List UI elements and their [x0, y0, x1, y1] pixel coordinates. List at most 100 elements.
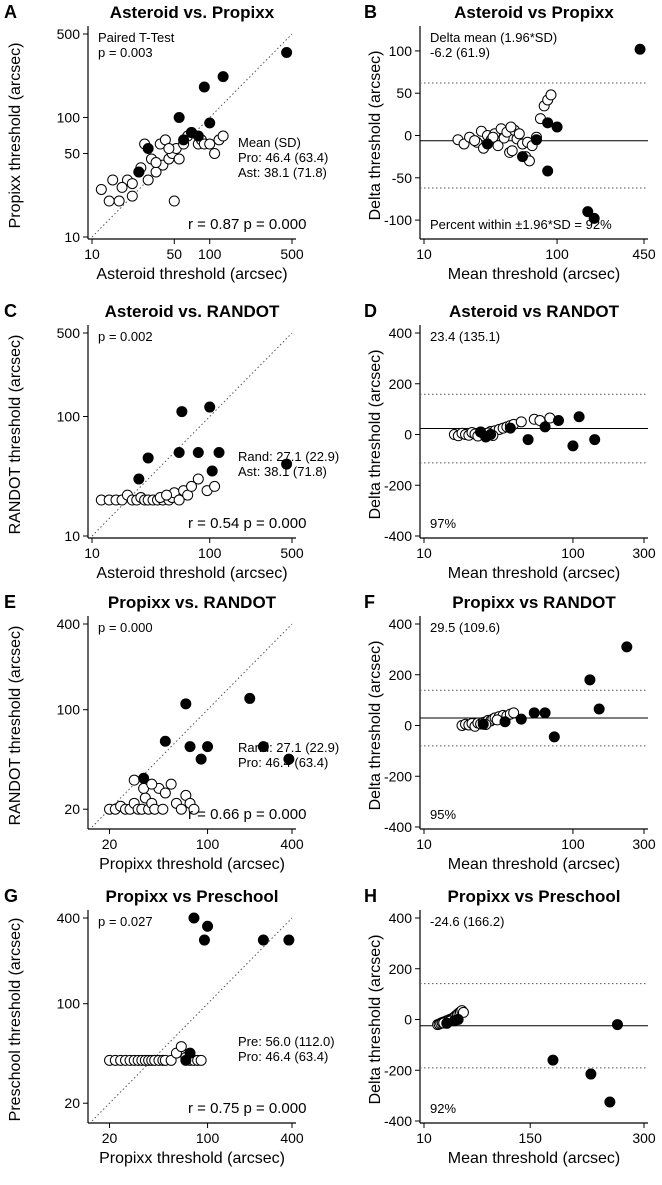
panel-title: Propixx vs Preschool — [106, 887, 279, 906]
x-tick-label: 300 — [632, 545, 656, 561]
data-point-filled — [142, 143, 154, 155]
y-tick-label: 10 — [64, 528, 80, 544]
data-point-filled — [281, 47, 293, 59]
y-tick-label: 100 — [57, 409, 81, 425]
data-point-filled — [138, 772, 150, 784]
data-point-filled — [217, 71, 229, 83]
data-point-open — [126, 178, 138, 190]
x-tick-label: 50 — [166, 246, 182, 262]
data-point-filled — [522, 434, 534, 446]
data-point-filled — [195, 753, 207, 765]
data-point-open — [492, 140, 504, 152]
data-point-open — [506, 145, 518, 157]
x-axis-label: Asteroid threshold (arcsec) — [96, 266, 287, 283]
data-point-filled — [133, 166, 145, 178]
panel-letter: H — [364, 886, 377, 906]
data-point-open — [515, 416, 527, 428]
x-tick-label: 100 — [196, 836, 220, 852]
data-point-filled — [481, 138, 493, 150]
data-point-filled — [184, 741, 196, 753]
percent-within-text: 95% — [430, 807, 456, 822]
panel-a: A Asteroid vs. Propixx 10 50 100 500 500 100 50 1… — [4, 2, 328, 283]
y-tick-label: 200 — [389, 961, 413, 977]
data-point-open — [209, 147, 221, 159]
data-point-filled — [188, 912, 200, 924]
data-point-open — [513, 128, 525, 140]
data-point-filled — [213, 446, 225, 458]
y-tick-label: 50 — [64, 145, 80, 161]
data-point-filled — [528, 707, 540, 719]
data-point-filled — [452, 1014, 464, 1025]
y-axis-label: Delta threshold (arcsec) — [367, 641, 384, 811]
y-tick-label: 400 — [389, 325, 413, 341]
data-point-open — [545, 89, 557, 101]
data-point-open — [103, 195, 115, 207]
annotation-text: p = 0.003 — [98, 45, 153, 60]
data-point-filled — [176, 406, 188, 418]
x-tick-label: 150 — [519, 1130, 543, 1146]
annotation-text: -6.2 (61.9) — [430, 45, 490, 60]
y-tick-label: 400 — [389, 616, 413, 632]
x-tick-label: 500 — [280, 246, 304, 262]
data-point-filled — [173, 446, 185, 458]
data-point-filled — [206, 465, 218, 477]
y-tick-label: 10 — [64, 229, 80, 245]
x-tick-label: 100 — [561, 836, 585, 852]
data-point-open — [159, 787, 171, 799]
summary-stat-text: Mean (SD) — [238, 135, 301, 150]
summary-stat-text: Pre: 56.0 (112.0) — [238, 1034, 335, 1049]
x-axis-label: Asteroid threshold (arcsec) — [96, 565, 287, 582]
y-tick-label: 0 — [404, 427, 412, 443]
identity-line — [91, 917, 293, 1122]
y-tick-label: 500 — [57, 325, 81, 341]
data-point-open — [185, 480, 197, 492]
data-point-filled — [584, 674, 596, 686]
panel-letter: G — [4, 886, 18, 906]
y-axis-label: Delta threshold (arcsec) — [367, 51, 384, 221]
data-point-filled — [539, 421, 551, 433]
data-point-open — [168, 195, 180, 207]
x-axis-label: Mean threshold (arcsec) — [448, 1150, 621, 1167]
panel-letter: A — [4, 2, 17, 22]
data-point-open — [150, 157, 162, 169]
percent-within-text: 92% — [430, 1101, 456, 1116]
data-point-open — [95, 183, 107, 195]
panel-letter: B — [364, 2, 377, 22]
data-point-filled — [548, 731, 560, 743]
data-point-filled — [281, 458, 293, 470]
correlation-text: r = 0.75 p = 0.000 — [188, 1100, 306, 1117]
correlation-text: r = 0.87 p = 0.000 — [188, 216, 306, 233]
data-point-filled — [547, 1054, 559, 1066]
panel-title: Propixx vs RANDOT — [452, 593, 616, 612]
panel-f: F Propixx vs RANDOT 10 100 300 400 200 0 -200 -40… — [364, 592, 656, 873]
data-point-filled — [202, 741, 214, 753]
annotation-text: p = 0.027 — [98, 914, 153, 929]
y-axis-label: Preschool threshold (arcsec) — [7, 918, 24, 1122]
data-point-open — [209, 480, 221, 492]
panel-h: H Propixx vs Preschool 10 150 300 400 200 0 -200… — [364, 886, 656, 1167]
annotation-text: 29.5 (109.6) — [430, 620, 500, 635]
panel-title: Asteroid vs. Propixx — [110, 3, 275, 22]
y-tick-label: 400 — [389, 910, 413, 926]
data-point-filled — [542, 117, 554, 129]
correlation-text: r = 0.54 p = 0.000 — [188, 515, 306, 532]
y-tick-label: 0 — [404, 1012, 412, 1028]
data-point-filled — [504, 422, 516, 434]
x-tick-label: 10 — [84, 246, 100, 262]
data-point-filled — [499, 716, 511, 728]
data-point-filled — [142, 452, 154, 464]
y-tick-label: -200 — [384, 477, 412, 493]
data-point-open — [157, 803, 169, 815]
x-tick-label: 100 — [198, 246, 222, 262]
data-point-filled — [283, 934, 295, 946]
data-point-open — [188, 803, 200, 815]
x-tick-label: 10 — [416, 836, 432, 852]
data-point-filled — [542, 165, 554, 177]
y-tick-label: 20 — [64, 1095, 80, 1111]
x-tick-label: 100 — [545, 246, 569, 262]
y-tick-label: 400 — [57, 616, 81, 632]
y-tick-label: 50 — [396, 85, 412, 101]
x-tick-label: 20 — [102, 836, 118, 852]
data-point-filled — [530, 134, 542, 146]
